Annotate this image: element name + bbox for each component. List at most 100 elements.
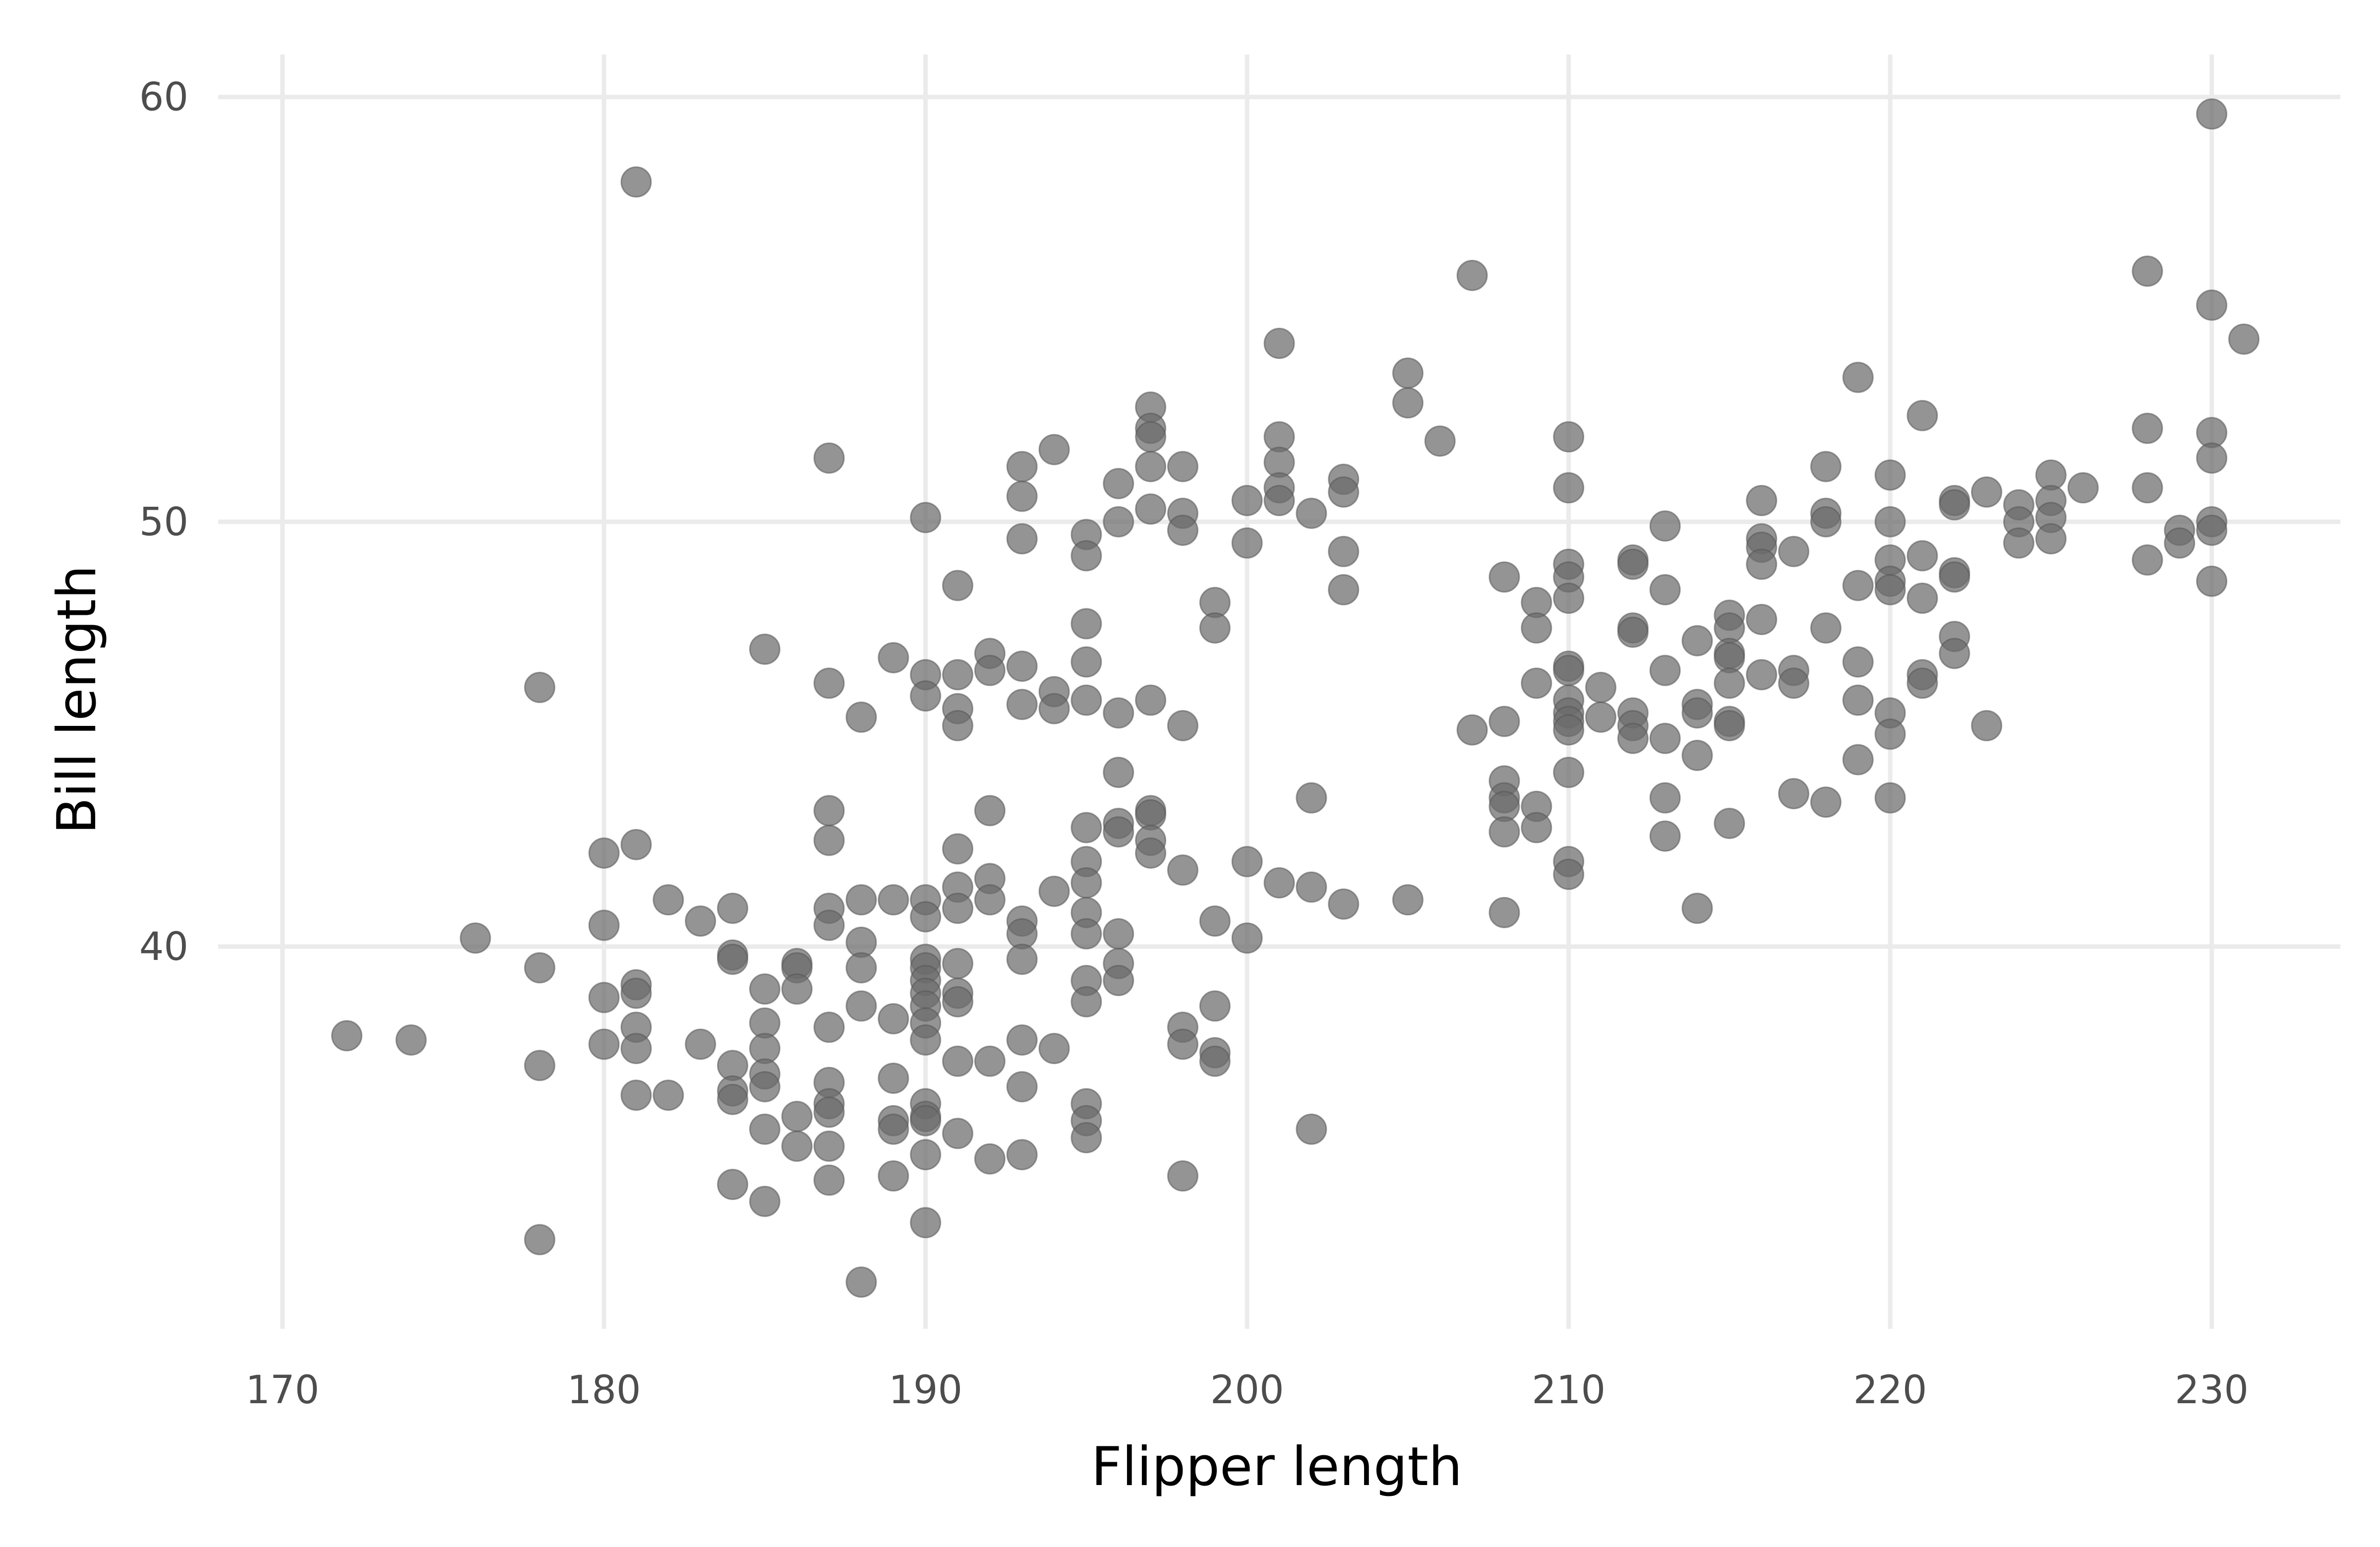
data-point (1006, 651, 1038, 682)
data-point (1263, 485, 1295, 516)
data-point (1488, 816, 1520, 848)
data-point (1681, 697, 1713, 729)
data-point (1553, 714, 1585, 746)
data-point (942, 948, 974, 979)
data-point (878, 1160, 909, 1192)
data-point (1649, 782, 1681, 814)
data-point (781, 1101, 813, 1132)
data-point (1939, 489, 1970, 521)
data-point (1842, 684, 1874, 716)
data-point (1553, 757, 1585, 788)
data-point (1585, 671, 1616, 703)
data-point (974, 884, 1006, 916)
data-point (1328, 574, 1360, 605)
data-point (1553, 583, 1585, 614)
data-point (1071, 867, 1102, 898)
data-point (974, 795, 1006, 827)
data-point (1231, 922, 1263, 954)
data-point (1103, 816, 1134, 848)
y-tick-label: 50 (139, 500, 188, 544)
data-point (620, 977, 652, 1009)
data-point (717, 892, 749, 924)
data-point (524, 1050, 555, 1081)
data-point (717, 1083, 749, 1115)
data-point (942, 659, 974, 691)
data-point (588, 837, 620, 869)
data-point (1649, 820, 1681, 852)
data-point (878, 642, 909, 673)
data-point (1006, 1071, 1038, 1103)
data-point (813, 1130, 845, 1162)
data-point (620, 829, 652, 860)
data-point (781, 973, 813, 1005)
data-point (1778, 536, 1810, 567)
data-point (1006, 689, 1038, 720)
data-point (1810, 451, 1842, 482)
data-point (910, 1139, 942, 1171)
data-point (749, 1186, 780, 1217)
data-point (1810, 506, 1842, 537)
data-point (749, 973, 780, 1005)
data-point (1167, 710, 1198, 742)
data-point (653, 884, 684, 916)
data-point (1199, 990, 1231, 1022)
data-point (1521, 667, 1552, 699)
data-point (1971, 710, 2003, 742)
data-point (1296, 871, 1327, 903)
data-point (813, 1096, 845, 1128)
y-tick-label: 60 (139, 75, 188, 120)
data-point (1521, 612, 1552, 644)
data-point (1071, 1122, 1102, 1153)
data-point (395, 1024, 427, 1056)
data-point (974, 1143, 1006, 1175)
data-point (1874, 574, 1906, 605)
data-point (1038, 876, 1070, 907)
y-tick-label: 40 (139, 925, 188, 969)
data-point (588, 982, 620, 1013)
data-point (942, 986, 974, 1017)
data-point (942, 1045, 974, 1077)
data-point (2132, 544, 2163, 576)
data-point (460, 922, 491, 954)
data-point (1103, 506, 1134, 537)
data-point (1071, 540, 1102, 572)
data-point (942, 892, 974, 924)
data-point (845, 1266, 877, 1298)
data-point (1778, 667, 1810, 699)
data-point (1038, 1033, 1070, 1065)
data-point (524, 1224, 555, 1255)
data-point (1649, 722, 1681, 754)
data-point (845, 952, 877, 984)
data-point (974, 654, 1006, 686)
data-point (1296, 1113, 1327, 1145)
data-point (1167, 1028, 1198, 1060)
data-point (878, 884, 909, 916)
data-point (1842, 646, 1874, 678)
data-point (685, 905, 716, 937)
data-point (1103, 965, 1134, 997)
data-point (1103, 757, 1134, 788)
data-point (974, 1045, 1006, 1077)
x-tick-label: 170 (245, 1368, 319, 1413)
data-point (1071, 812, 1102, 843)
data-point (1714, 710, 1745, 742)
data-point (1874, 782, 1906, 814)
data-point (1103, 918, 1134, 950)
data-point (1296, 782, 1327, 814)
data-point (845, 701, 877, 733)
data-point (1328, 476, 1360, 508)
data-point (942, 1118, 974, 1149)
data-point (1135, 421, 1167, 453)
data-point (1939, 561, 1970, 593)
data-point (2196, 565, 2228, 597)
data-point (1649, 510, 1681, 542)
data-point (813, 1012, 845, 1043)
data-point (524, 952, 555, 984)
data-point (845, 884, 877, 916)
data-point (1071, 646, 1102, 678)
data-point (1906, 667, 1938, 699)
data-point (588, 909, 620, 941)
data-point (2132, 255, 2163, 287)
data-point (845, 990, 877, 1022)
data-point (1006, 1139, 1038, 1171)
